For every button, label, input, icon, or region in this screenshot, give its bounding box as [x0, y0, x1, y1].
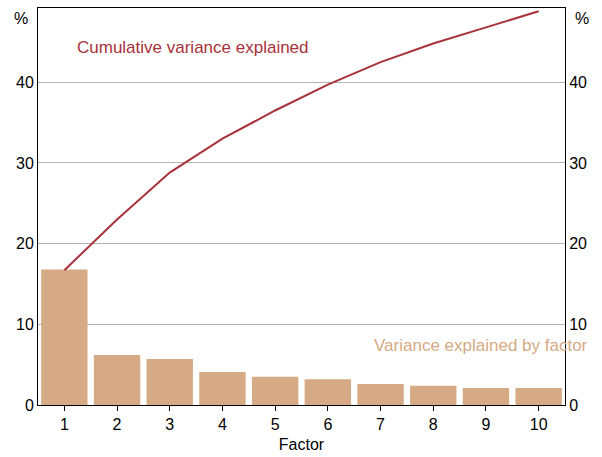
- svg-text:6: 6: [323, 416, 332, 433]
- svg-text:0: 0: [25, 397, 34, 414]
- svg-text:20: 20: [569, 235, 587, 252]
- svg-text:4: 4: [218, 416, 227, 433]
- svg-text:Factor: Factor: [279, 436, 325, 453]
- svg-text:%: %: [575, 10, 589, 27]
- svg-text:5: 5: [271, 416, 280, 433]
- svg-text:10: 10: [569, 316, 587, 333]
- svg-text:10: 10: [16, 316, 34, 333]
- svg-text:0: 0: [569, 397, 578, 414]
- svg-text:30: 30: [16, 155, 34, 172]
- svg-text:3: 3: [165, 416, 174, 433]
- svg-text:40: 40: [16, 74, 34, 91]
- svg-text:2: 2: [113, 416, 122, 433]
- svg-text:%: %: [14, 10, 28, 27]
- svg-text:9: 9: [481, 416, 490, 433]
- svg-text:30: 30: [569, 155, 587, 172]
- svg-text:20: 20: [16, 235, 34, 252]
- svg-text:Cumulative variance explained: Cumulative variance explained: [77, 38, 309, 57]
- svg-text:8: 8: [429, 416, 438, 433]
- svg-text:7: 7: [376, 416, 385, 433]
- svg-text:Variance explained by factor: Variance explained by factor: [374, 336, 588, 355]
- svg-text:40: 40: [569, 74, 587, 91]
- svg-text:10: 10: [530, 416, 548, 433]
- svg-text:1: 1: [60, 416, 69, 433]
